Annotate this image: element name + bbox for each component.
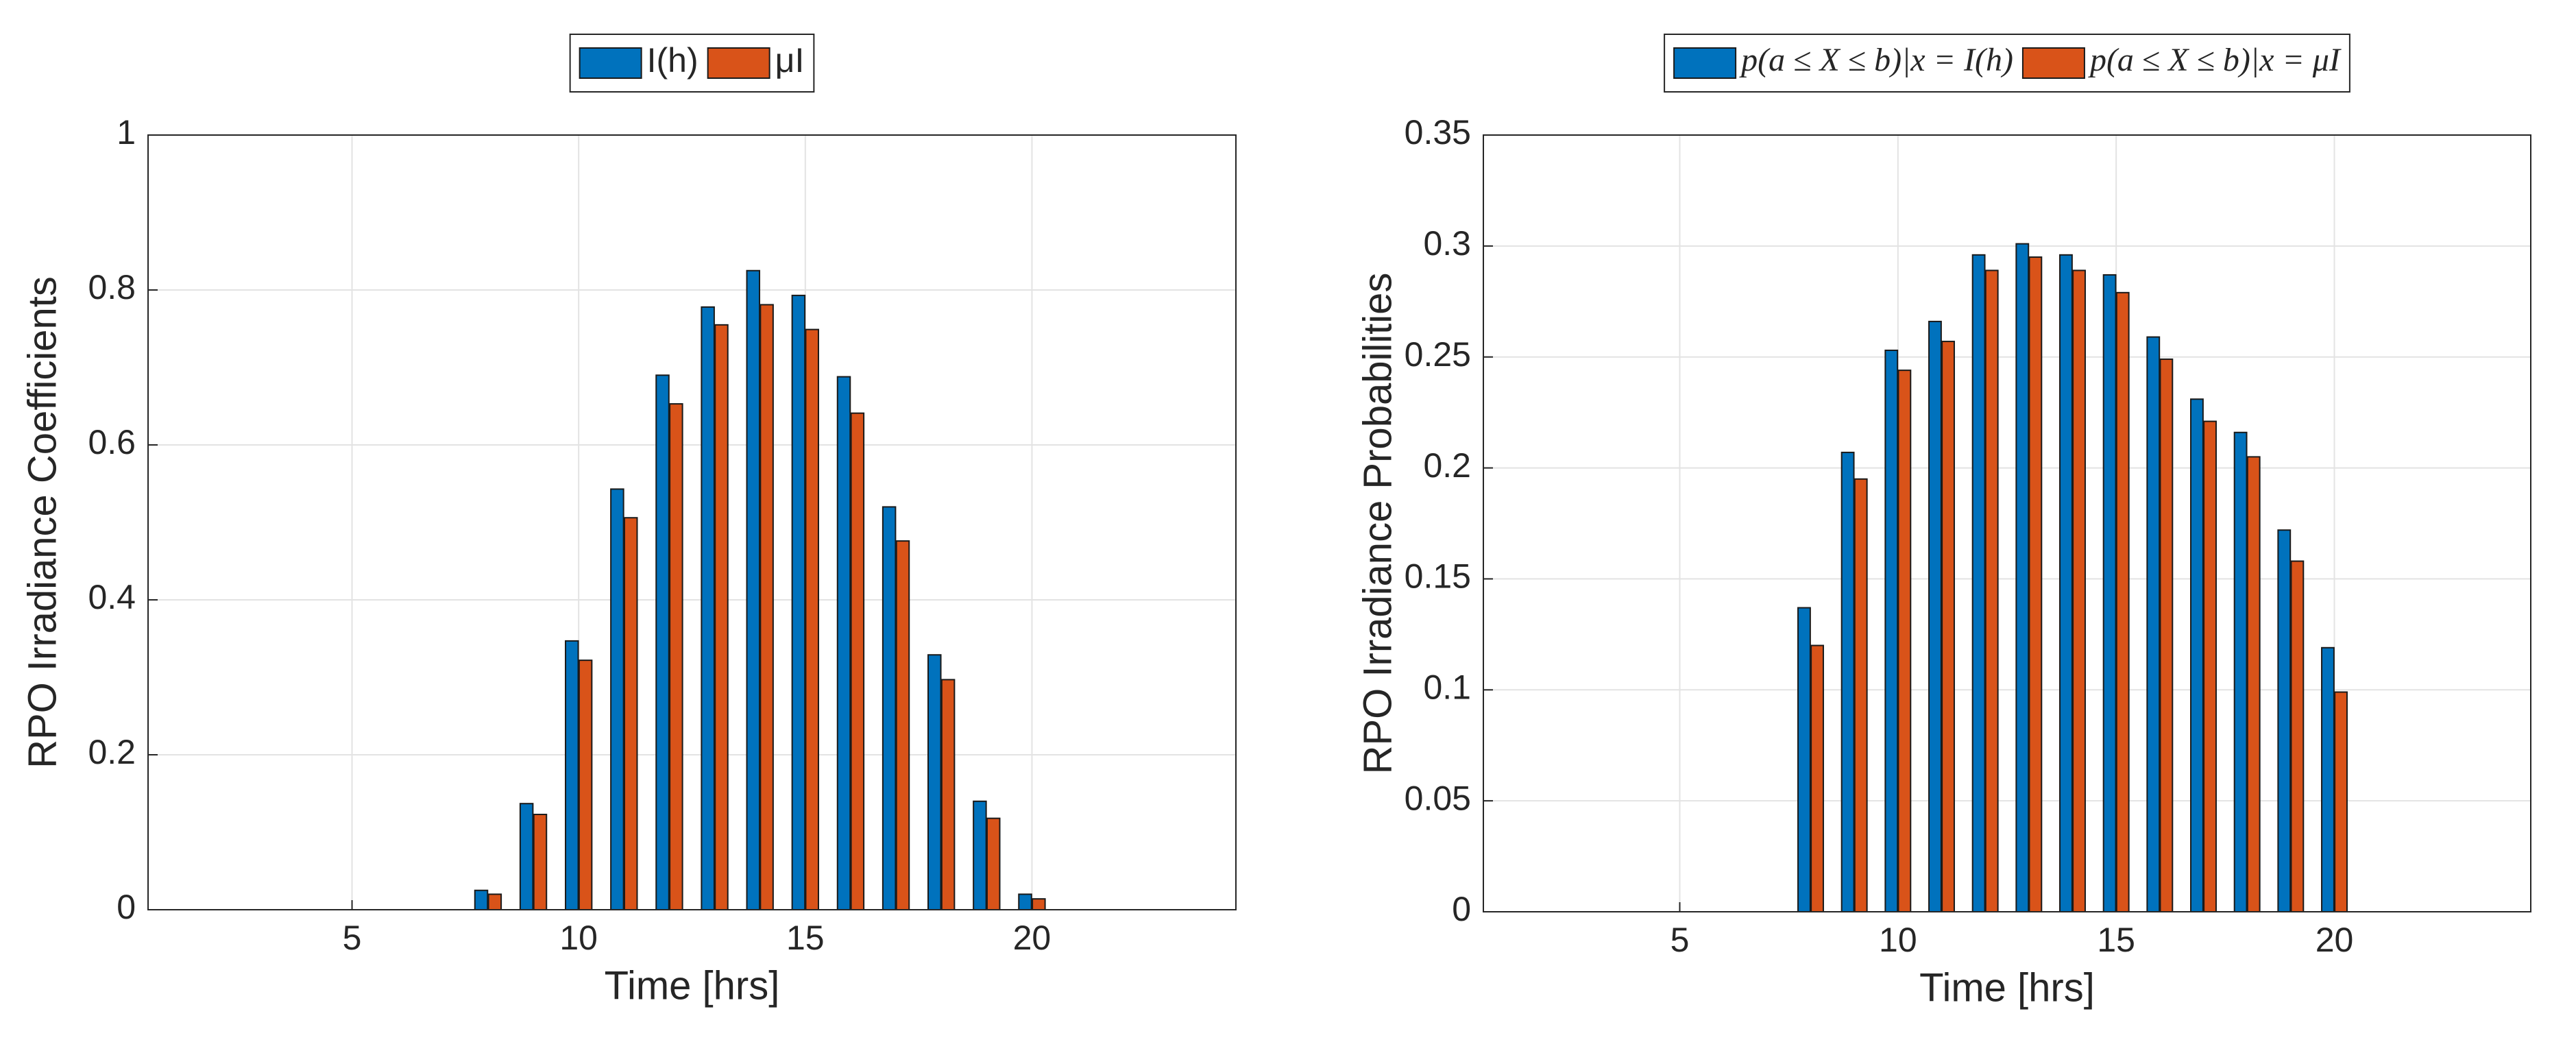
x-axis-label: Time [hrs] bbox=[1919, 965, 2095, 1010]
legend-swatch bbox=[579, 47, 642, 79]
bar bbox=[2190, 398, 2204, 912]
x-tick-label: 5 bbox=[1670, 921, 1690, 959]
bar bbox=[487, 893, 502, 911]
bar bbox=[2334, 691, 2348, 912]
y-axis-label: RPO Irradiance Coefficients bbox=[20, 276, 64, 768]
bar bbox=[791, 294, 806, 911]
y-tick-label: 0.2 bbox=[88, 733, 136, 771]
bar bbox=[519, 803, 534, 910]
y-tick-label: 0.2 bbox=[1423, 446, 1471, 485]
legend-swatch bbox=[1673, 47, 1737, 79]
legend-swatch bbox=[707, 47, 770, 79]
y-tick-label: 0.05 bbox=[1405, 779, 1471, 817]
bar bbox=[927, 654, 942, 910]
bar bbox=[2146, 336, 2161, 912]
bar bbox=[2246, 456, 2261, 912]
bar bbox=[1032, 898, 1046, 911]
legend-swatch bbox=[2021, 47, 2085, 79]
y-tick-label: 0.6 bbox=[88, 423, 136, 461]
bar bbox=[2321, 646, 2335, 913]
bar bbox=[701, 306, 715, 910]
bar bbox=[2159, 358, 2174, 912]
legend-label: μI bbox=[775, 41, 805, 80]
axes-box bbox=[147, 134, 1237, 910]
bar bbox=[973, 800, 987, 911]
y-tick-label: 1 bbox=[117, 113, 136, 152]
bar bbox=[2015, 243, 2030, 912]
bar bbox=[669, 403, 683, 910]
bar bbox=[882, 506, 897, 910]
bar bbox=[1797, 607, 1811, 912]
bar bbox=[746, 269, 761, 910]
bar bbox=[533, 814, 548, 911]
x-axis-label: Time [hrs] bbox=[605, 963, 780, 1008]
bar bbox=[565, 640, 579, 910]
bar bbox=[578, 659, 593, 910]
y-tick-label: 0.1 bbox=[1423, 668, 1471, 706]
y-tick-label: 0.15 bbox=[1405, 557, 1471, 596]
x-tick-label: 20 bbox=[1013, 919, 1052, 957]
plot-area bbox=[148, 135, 1236, 910]
x-tick-label: 10 bbox=[559, 919, 598, 957]
bar bbox=[940, 679, 956, 910]
bar bbox=[1984, 269, 1999, 913]
bar bbox=[2277, 529, 2292, 912]
plot-area bbox=[1483, 135, 2531, 912]
bar bbox=[623, 517, 638, 910]
bar bbox=[2102, 274, 2117, 912]
legend-box bbox=[1664, 34, 2350, 93]
x-tick-label: 10 bbox=[1879, 921, 1917, 959]
bar bbox=[1884, 350, 1899, 912]
axes-box bbox=[1483, 134, 2531, 912]
bar bbox=[2203, 420, 2217, 912]
x-tick-label: 20 bbox=[2316, 921, 2354, 959]
legend-label: I(h) bbox=[647, 41, 698, 80]
bar bbox=[1810, 644, 1824, 912]
y-tick-label: 0.3 bbox=[1423, 224, 1471, 263]
bar bbox=[1928, 320, 1942, 913]
y-tick-label: 0.4 bbox=[88, 578, 136, 616]
x-tick-label: 15 bbox=[2097, 921, 2135, 959]
bar bbox=[805, 328, 819, 910]
bar bbox=[2290, 560, 2305, 912]
legend-label: p(a ≤ X ≤ b)|x = μI bbox=[2088, 42, 2342, 78]
legend-label: p(a ≤ X ≤ b)|x = I(h) bbox=[1739, 42, 2013, 78]
bar bbox=[1854, 478, 1868, 912]
bar bbox=[1941, 341, 1955, 913]
bar bbox=[895, 540, 910, 910]
y-tick-label: 0.25 bbox=[1405, 335, 1471, 374]
y-tick-label: 0.35 bbox=[1405, 113, 1471, 152]
bar bbox=[655, 374, 670, 910]
bar bbox=[714, 324, 729, 911]
bar bbox=[2072, 269, 2086, 913]
bar bbox=[2233, 431, 2248, 912]
bar bbox=[1897, 370, 1912, 912]
bar bbox=[1971, 254, 1986, 912]
y-tick-label: 0.8 bbox=[88, 268, 136, 306]
bar bbox=[850, 412, 865, 910]
bar bbox=[2059, 254, 2073, 912]
bar bbox=[986, 817, 1001, 911]
y-tick-label: 0 bbox=[117, 888, 136, 926]
bar bbox=[474, 889, 489, 910]
bar bbox=[2115, 291, 2130, 912]
y-axis-label: RPO Irradiance Probabilities bbox=[1355, 273, 1400, 775]
bar bbox=[760, 304, 774, 911]
y-tick-label: 0 bbox=[1452, 890, 1471, 928]
bar bbox=[1018, 893, 1032, 911]
bar bbox=[610, 488, 624, 910]
x-tick-label: 15 bbox=[786, 919, 825, 957]
bar bbox=[2028, 256, 2043, 912]
bar bbox=[1840, 451, 1855, 912]
x-tick-label: 5 bbox=[343, 919, 362, 957]
bar bbox=[836, 376, 851, 910]
